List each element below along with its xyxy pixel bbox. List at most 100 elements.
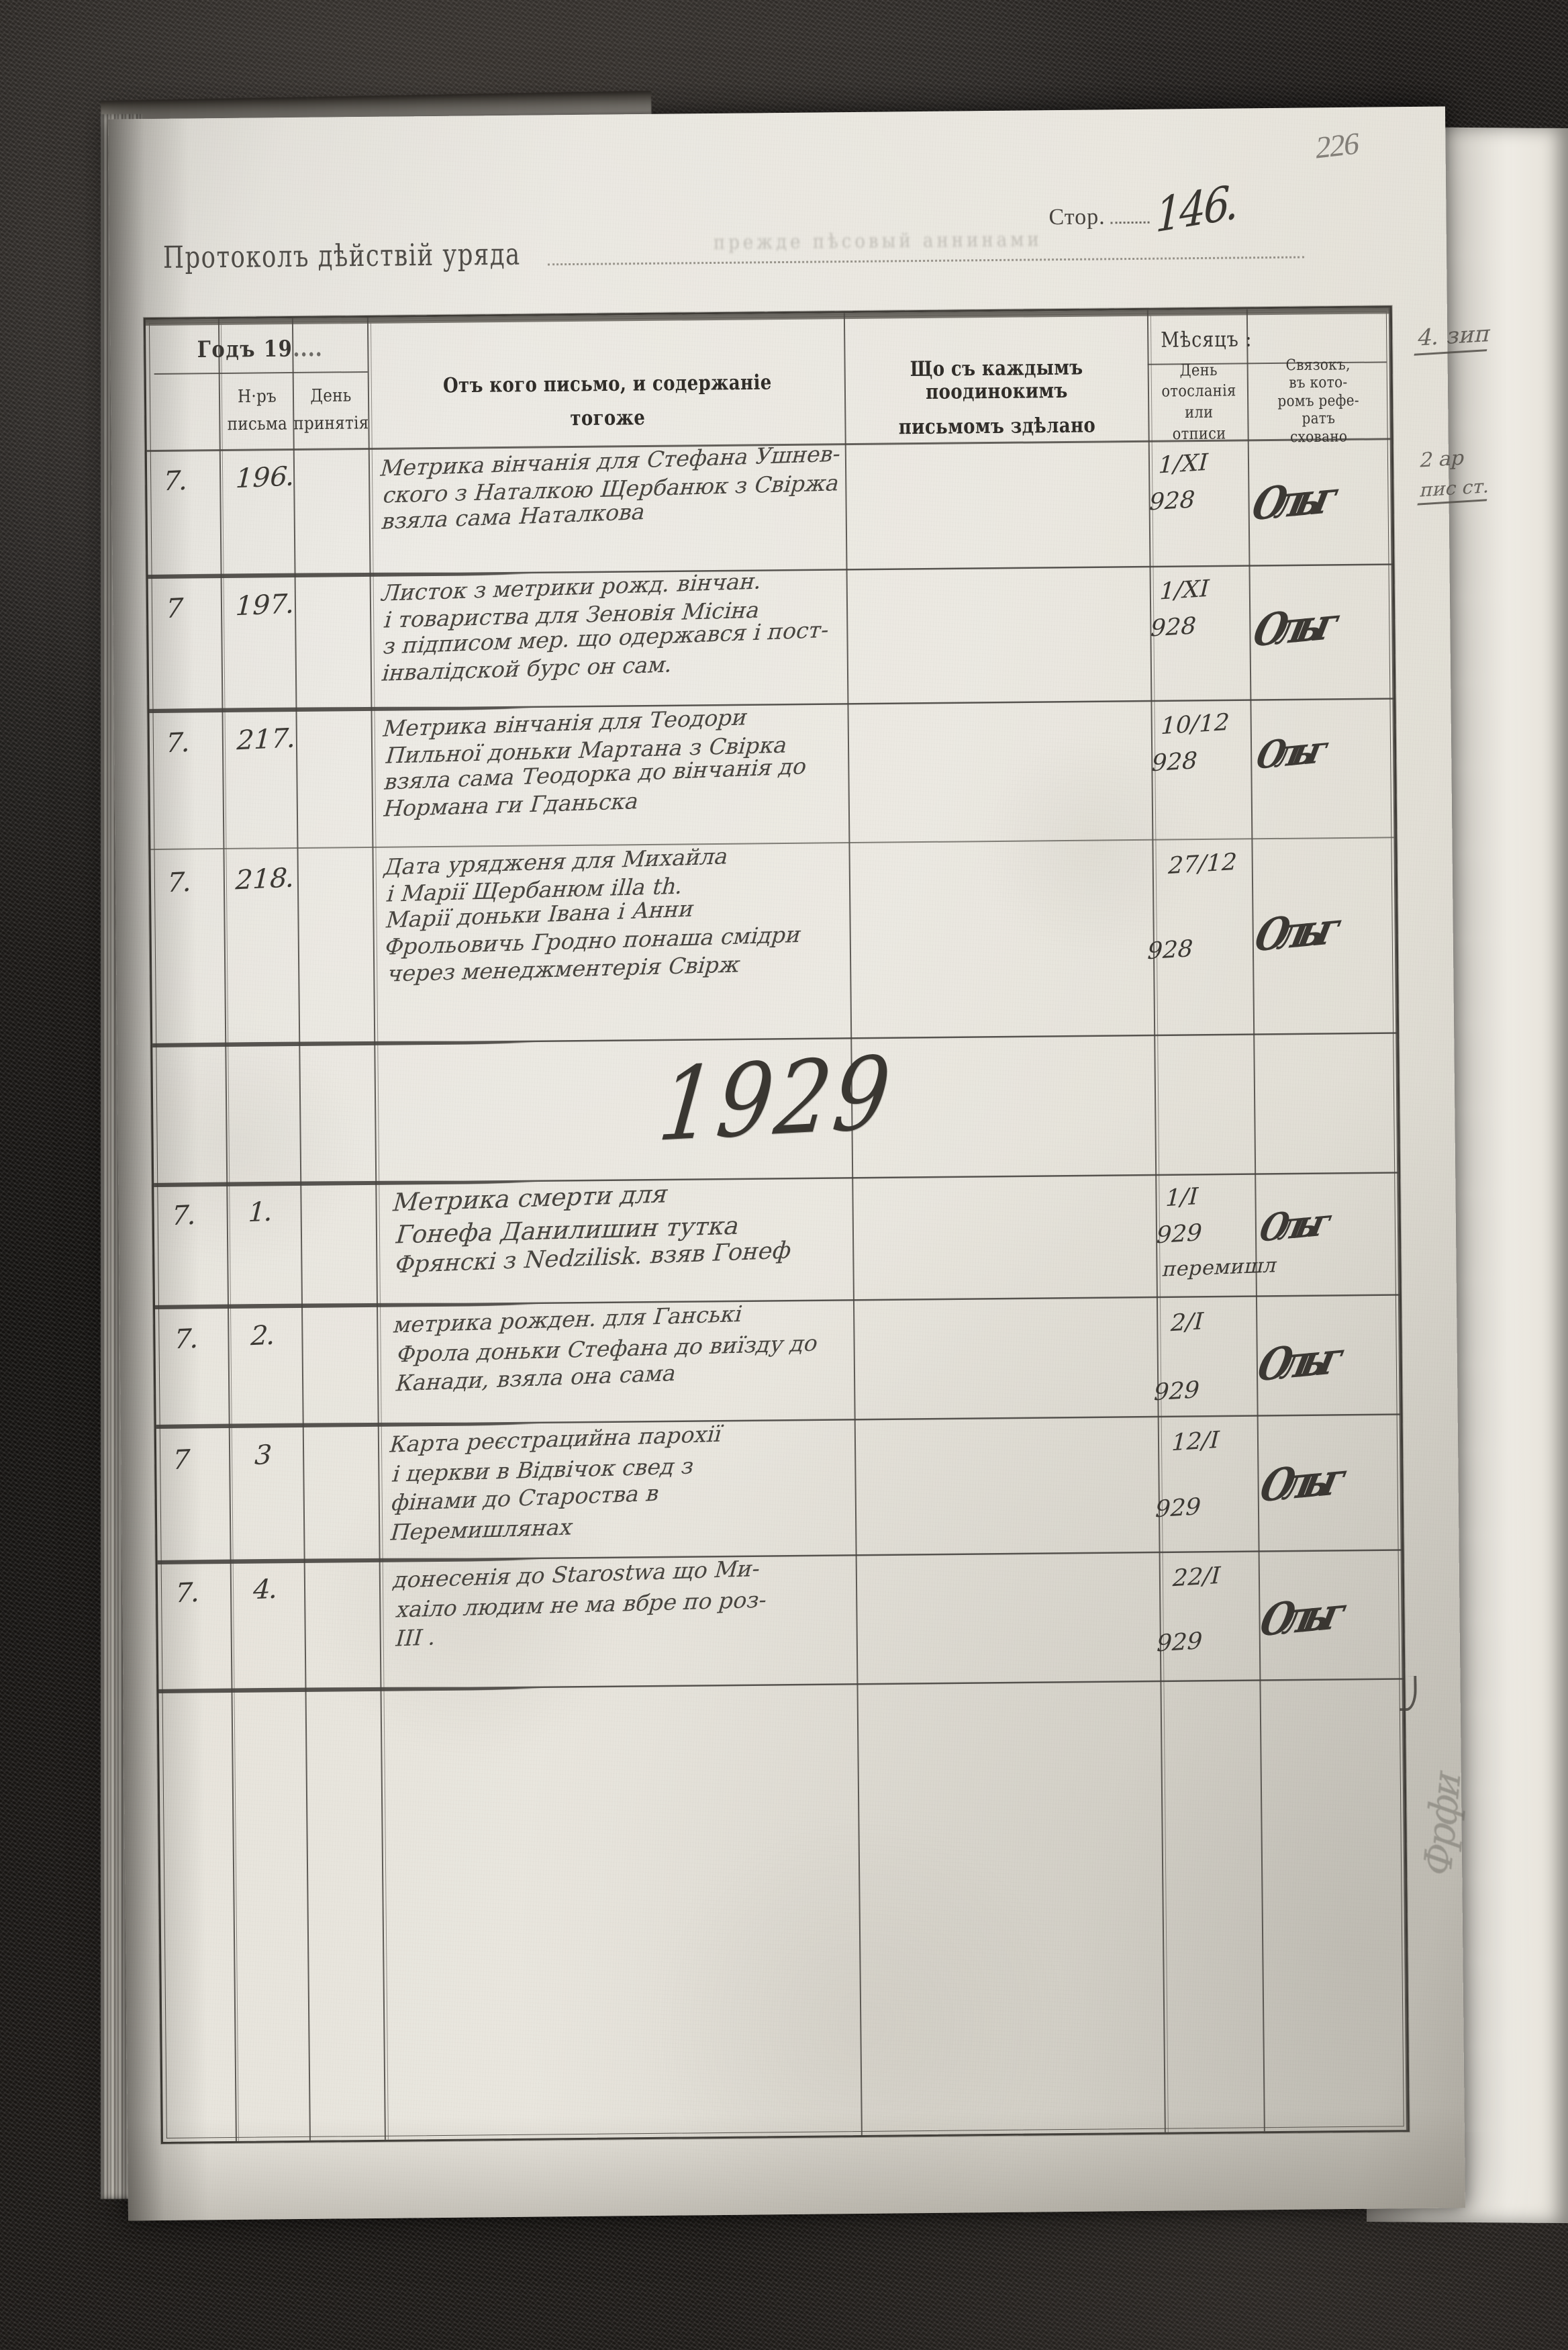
header-what-done: Що съ каждымъ поодинокимъ письмомъ здѣла…	[846, 353, 1146, 443]
header-sent-day-line3: или	[1185, 402, 1214, 422]
table-row: 7.	[170, 1323, 204, 1356]
ledger-page: 226 Стор. 146. прежде пѣсовый аннинами П…	[108, 106, 1494, 2221]
table-row: Карта реєстрацийна парохії і церкви в Ві…	[387, 1421, 861, 1546]
sent-date: 22/I 929	[1153, 1558, 1224, 1662]
sent-date: 1/I 929	[1152, 1178, 1215, 1253]
page-title-dotted-fill	[547, 256, 1305, 266]
header-letter-number-line2: письма	[227, 414, 288, 435]
header-day-received: День принятія	[293, 371, 369, 451]
year-divider-value: 1929	[643, 1034, 908, 1165]
header-from-whom: Отъ кого письмо, и содержаніе тогоже	[371, 356, 843, 448]
table-row: 1.	[244, 1196, 278, 1229]
sent-date: 1/XI 928	[1146, 571, 1214, 647]
header-what-done-line1: Що съ каждымъ поодинокимъ	[910, 356, 1083, 405]
margin-note-row2b: пис ст.	[1417, 475, 1493, 506]
sent-date-year: 929	[1150, 1376, 1203, 1406]
sent-date-year: 929	[1153, 1627, 1206, 1658]
row-divider-tail	[1399, 1676, 1417, 1711]
header-what-done-line2: письмомъ здѣлано	[898, 413, 1096, 439]
table-row: 7.	[162, 726, 195, 759]
table-row: Дата урядженя для Михайла і Марії Щербан…	[381, 843, 856, 986]
table-row: донесенія до Starostwa що Ми- хаіло люди…	[391, 1555, 865, 1652]
sent-date: 27/12 928	[1143, 845, 1241, 969]
sent-date: 2/I 929	[1149, 1303, 1220, 1410]
table-row: 196.	[232, 461, 300, 495]
page-title-text: Протоколъ дѣйствій уряда	[162, 236, 521, 275]
signature: Ольг	[1248, 1331, 1347, 1393]
table-row: 7.	[171, 1577, 205, 1609]
header-year: Годъ 19 ....	[155, 324, 365, 374]
header-from-whom-line2: тогоже	[570, 406, 646, 431]
signature: Ольг	[1248, 726, 1330, 778]
sent-date-day: 10/12	[1157, 709, 1233, 741]
sent-date-year: 928	[1144, 935, 1196, 965]
sent-date-year: 928	[1148, 747, 1201, 777]
sent-date-year: 928	[1147, 612, 1199, 643]
header-sent-day: День отосланія или отписи	[1152, 361, 1246, 444]
header-bundle: Связокъ, въ кото- ромъ рефе- ратъ схован…	[1250, 355, 1387, 446]
header-from-whom-line1: Отъ кого письмо, и содержаніе	[442, 371, 772, 398]
table-row: 217.	[232, 722, 301, 757]
header-letter-number: Н·ръ письма	[223, 371, 292, 452]
row-divider	[158, 1676, 1404, 1694]
signature: Ольг	[1251, 1452, 1350, 1513]
table-row: Метрика вінчанія для Стефана Ушнев- ског…	[377, 440, 851, 534]
table-body: 7. 196. Метрика вінчанія для Стефана Ушн…	[147, 439, 1417, 2142]
sent-date-day: 1/XI	[1156, 575, 1212, 606]
sent-date: 12/I 929	[1151, 1423, 1224, 1527]
table-row: метрика рожден. для Ганські Фрола доньки…	[391, 1301, 865, 1397]
table-row: Метрика смерти для Гонефа Данилишин тутк…	[389, 1179, 863, 1279]
folio-stamp: 226	[1314, 126, 1360, 166]
header-sent-day-line4: отписи	[1172, 424, 1226, 443]
signature: Ольг	[1242, 470, 1342, 532]
table-row: 7	[162, 593, 187, 625]
sent-date-day: 2/I	[1167, 1308, 1207, 1337]
sent-date-year: 929	[1152, 1493, 1204, 1523]
protocol-table: Годъ 19 .... Н·ръ письма День принятія О…	[143, 306, 1417, 2145]
table-row: Метрика вінчанія для Теодори Пильної дон…	[380, 704, 854, 822]
sent-date-year: 928	[1146, 485, 1198, 516]
header-bundle-line3: ромъ рефе-	[1277, 390, 1359, 410]
year-divider: 1929	[152, 1034, 1398, 1164]
header-bundle-line2: въ кото-	[1289, 373, 1348, 392]
header-bundle-line4: ратъ	[1302, 408, 1336, 428]
sent-date-day: 12/I	[1168, 1427, 1223, 1457]
table-row: 2.	[246, 1319, 281, 1352]
sent-date-day: 1/I	[1162, 1183, 1202, 1213]
header-letter-number-line1: Н·ръ	[237, 387, 277, 408]
table-row: 7	[168, 1444, 194, 1476]
table-row: Листок з метрики рожд. вінчан. і товарис…	[379, 567, 852, 686]
margin-note-row1: 4. зип	[1414, 320, 1494, 356]
page-number-line: Стор. 146.	[1048, 173, 1244, 244]
header-day-received-line2: принятія	[293, 413, 369, 434]
sent-date-day: 27/12	[1165, 848, 1240, 880]
table-row: 7.	[159, 465, 193, 498]
sent-date-year: 929	[1153, 1219, 1206, 1249]
table-row: 7.	[167, 1199, 201, 1232]
sent-date-day: 22/I	[1169, 1562, 1224, 1593]
margin-note-row2a: 2 ар	[1417, 446, 1468, 473]
sent-extra-note: перемишл	[1160, 1254, 1280, 1282]
page-number-label: Стор.	[1048, 204, 1106, 230]
header-year-label: Годъ 19	[197, 335, 293, 363]
signature: Ольг	[1251, 1586, 1350, 1648]
signature: Ольг	[1246, 901, 1344, 963]
table-row: 197.	[232, 588, 300, 622]
table-row: 218.	[231, 862, 299, 896]
margin-vertical-pencil-note: Фрфи	[1415, 1765, 1469, 1883]
header-sent-day-line2: отосланія	[1161, 381, 1236, 401]
sent-date-day: 1/XI	[1155, 449, 1212, 479]
header-day-received-line1: День	[310, 385, 352, 407]
header-bundle-line1: Связокъ,	[1285, 355, 1351, 374]
header-sent-day-line1: День	[1179, 361, 1218, 380]
table-header: Годъ 19 .... Н·ръ письма День принятія О…	[146, 308, 1391, 453]
table-row: 7.	[163, 866, 197, 899]
table-row: 3	[250, 1439, 276, 1472]
header-month: Мѣсяцъ :	[1161, 327, 1253, 352]
header-year-dots: ....	[293, 334, 323, 362]
table-row: 4.	[249, 1573, 283, 1606]
page-title: Протоколъ дѣйствій уряда	[162, 236, 1305, 275]
signature: Ольг	[1252, 1199, 1334, 1251]
sent-date: 10/12 928	[1147, 705, 1233, 781]
page-number-dotted-fill	[1110, 221, 1150, 224]
